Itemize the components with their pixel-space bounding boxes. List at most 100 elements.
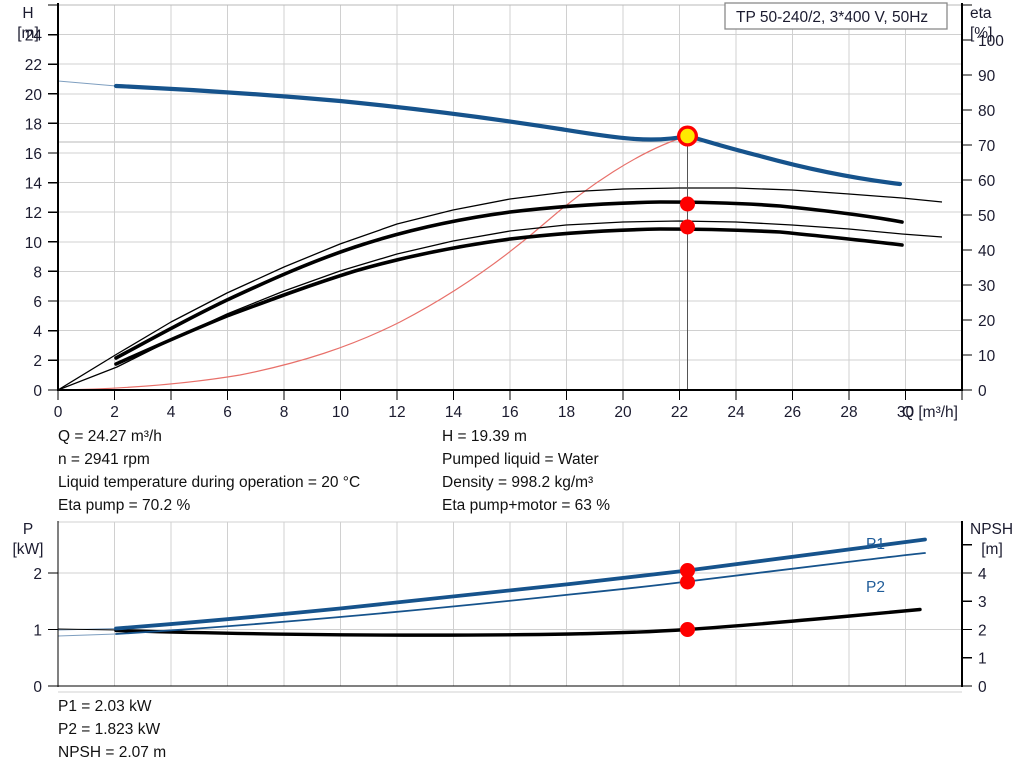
info-right-1: Pumped liquid = Water bbox=[442, 451, 599, 468]
lower-y-right-tick-0: 0 bbox=[978, 679, 987, 696]
info-bottom-0: P1 = 2.03 kW bbox=[58, 698, 152, 715]
y-left-tick-10: 10 bbox=[25, 235, 43, 252]
y-right-tick-20: 20 bbox=[978, 313, 996, 330]
info-right-3: Eta pump+motor = 63 % bbox=[442, 497, 610, 514]
y-left-tick-18: 18 bbox=[25, 116, 42, 133]
head-curve-extension bbox=[57, 80, 117, 87]
duty-point-p1 bbox=[680, 563, 695, 578]
upper-y-right-tick-labels: 0 10 20 30 40 50 60 70 80 90 100 bbox=[978, 33, 1004, 400]
duty-point-eta-pump-motor bbox=[680, 219, 695, 235]
y-right-tick-50: 50 bbox=[978, 208, 996, 225]
lower-y-left-tick-0: 0 bbox=[33, 679, 42, 696]
duty-point-marker-inner[interactable] bbox=[680, 128, 695, 144]
x-tick-22: 22 bbox=[671, 404, 688, 421]
x-tick-0: 0 bbox=[54, 404, 63, 421]
upper-y-left-tick-labels: 0 2 4 6 8 10 12 14 16 18 20 22 24 bbox=[25, 28, 43, 400]
y-right-tick-80: 80 bbox=[978, 103, 996, 120]
x-tick-12: 12 bbox=[388, 404, 405, 421]
upper-x-axis-title: Q [m³/h] bbox=[902, 404, 958, 421]
upper-y-right-ticks bbox=[962, 4, 972, 391]
p2-series-label: P2 bbox=[866, 579, 885, 596]
lower-y-left-ticks bbox=[48, 572, 58, 687]
operating-data-block: Q = 24.27 m³/h n = 2941 rpm Liquid tempe… bbox=[58, 428, 610, 514]
upper-y-right-axis-title-1: eta bbox=[970, 5, 992, 22]
lower-y-right-tick-labels: 0 1 2 3 4 bbox=[978, 566, 987, 696]
y-left-tick-22: 22 bbox=[25, 57, 42, 74]
upper-y-right-axis-title-2: [%] bbox=[970, 25, 992, 42]
lower-y-right-tick-4: 4 bbox=[978, 566, 987, 583]
y-left-tick-16: 16 bbox=[25, 146, 42, 163]
lower-y-left-tick-1: 1 bbox=[33, 623, 42, 640]
x-tick-4: 4 bbox=[167, 404, 176, 421]
y-right-tick-90: 90 bbox=[978, 68, 996, 85]
x-tick-2: 2 bbox=[110, 404, 119, 421]
info-left-3: Eta pump = 70.2 % bbox=[58, 497, 190, 514]
info-right-0: H = 19.39 m bbox=[442, 428, 527, 445]
upper-grid-vertical bbox=[57, 5, 963, 390]
lower-grid-vertical bbox=[114, 522, 963, 686]
lower-y-left-tick-labels: 0 1 2 bbox=[33, 566, 42, 696]
duty-point-p2 bbox=[680, 574, 695, 590]
upper-y-left-axis-title-2: [m] bbox=[17, 25, 39, 42]
npsh-curve bbox=[114, 607, 922, 637]
y-left-tick-0: 0 bbox=[33, 383, 42, 400]
upper-x-tick-labels: 0 2 4 6 8 10 12 14 16 18 20 22 24 26 28 … bbox=[54, 404, 915, 421]
x-tick-20: 20 bbox=[614, 404, 632, 421]
lower-y-left-axis-title-1: P bbox=[23, 521, 33, 538]
x-tick-16: 16 bbox=[501, 404, 518, 421]
p1-series-label: P1 bbox=[866, 536, 885, 553]
lower-chart: P1 P2 0 1 2 P [kW] 0 1 2 3 bbox=[13, 521, 1013, 696]
y-left-tick-2: 2 bbox=[33, 353, 42, 370]
eta-pump-curve-thin bbox=[57, 187, 943, 391]
head-curve bbox=[113, 83, 903, 187]
x-tick-26: 26 bbox=[784, 404, 801, 421]
y-right-tick-30: 30 bbox=[978, 278, 996, 295]
x-tick-24: 24 bbox=[727, 404, 745, 421]
p1-curve bbox=[114, 537, 927, 631]
x-tick-10: 10 bbox=[332, 404, 350, 421]
info-right-2: Density = 998.2 kg/m³ bbox=[442, 474, 593, 491]
y-left-tick-8: 8 bbox=[33, 264, 42, 281]
x-tick-28: 28 bbox=[840, 404, 857, 421]
eta-pump-motor-curve-thin bbox=[57, 220, 943, 391]
y-right-tick-40: 40 bbox=[978, 243, 996, 260]
power-data-block: P1 = 2.03 kW P2 = 1.823 kW NPSH = 2.07 m bbox=[58, 698, 166, 761]
lower-y-right-axis-title-1: NPSH bbox=[970, 521, 1013, 538]
y-right-tick-10: 10 bbox=[978, 348, 996, 365]
upper-y-left-axis-title-1: H bbox=[22, 5, 33, 22]
eta-pump-curve bbox=[114, 200, 904, 360]
lower-y-right-tick-2: 2 bbox=[978, 623, 987, 640]
y-left-tick-20: 20 bbox=[25, 87, 43, 104]
info-left-1: n = 2941 rpm bbox=[58, 451, 150, 468]
lower-y-left-tick-2: 2 bbox=[33, 566, 42, 583]
lower-y-right-tick-1: 1 bbox=[978, 651, 987, 668]
eta-pump-motor-curve bbox=[114, 227, 904, 366]
lower-y-right-tick-3: 3 bbox=[978, 594, 987, 611]
p2-curve bbox=[115, 552, 926, 635]
title-box-label: TP 50-240/2, 3*400 V, 50Hz bbox=[736, 9, 928, 26]
duty-point-eta-pump bbox=[680, 196, 695, 212]
y-right-tick-60: 60 bbox=[978, 173, 996, 190]
y-left-tick-14: 14 bbox=[25, 176, 43, 193]
npsh-curve-extension bbox=[57, 628, 117, 631]
x-tick-18: 18 bbox=[558, 404, 575, 421]
y-right-tick-0: 0 bbox=[978, 383, 987, 400]
lower-y-left-axis-title-2: [kW] bbox=[13, 541, 44, 558]
y-left-tick-24: 24 bbox=[25, 28, 43, 45]
x-tick-6: 6 bbox=[223, 404, 232, 421]
efficiency-system-curve bbox=[57, 135, 688, 391]
y-right-tick-70: 70 bbox=[978, 138, 996, 155]
duty-point-npsh bbox=[680, 622, 695, 637]
title-box bbox=[724, 2, 948, 30]
info-left-0: Q = 24.27 m³/h bbox=[58, 428, 162, 445]
upper-y-left-ticks bbox=[48, 4, 58, 391]
info-bottom-1: P2 = 1.823 kW bbox=[58, 721, 160, 738]
lower-y-right-ticks bbox=[962, 544, 972, 687]
info-left-2: Liquid temperature during operation = 20… bbox=[58, 474, 360, 491]
y-left-tick-12: 12 bbox=[25, 205, 42, 222]
y-left-tick-6: 6 bbox=[33, 294, 42, 311]
x-tick-8: 8 bbox=[280, 404, 289, 421]
upper-x-ticks bbox=[57, 390, 963, 400]
